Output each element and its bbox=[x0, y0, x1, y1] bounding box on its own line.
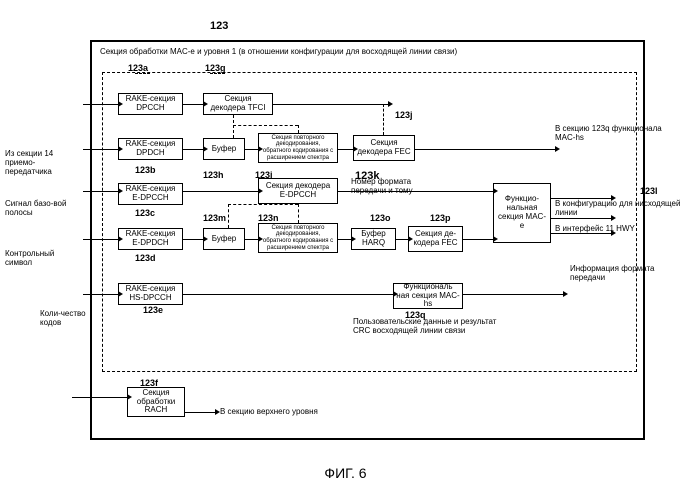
caption: ФИГ. 6 bbox=[0, 465, 691, 481]
arrow bbox=[185, 412, 215, 413]
box-dpcch: RAKE-секция DPCCH bbox=[118, 93, 183, 115]
arrow bbox=[396, 239, 408, 240]
box-mace: Функцио-нальная секция MAC-e bbox=[493, 183, 551, 243]
box-harq: Буфер HARQ bbox=[351, 228, 396, 250]
lbl-f: 123f bbox=[140, 378, 158, 388]
arrow bbox=[245, 239, 258, 240]
box-rach: Секция обработки RACH bbox=[127, 387, 185, 417]
arrow bbox=[183, 149, 203, 150]
dline bbox=[383, 104, 384, 135]
arrow-in bbox=[83, 294, 118, 295]
box-machs: Функциональ ная секция MAC-hs bbox=[393, 283, 463, 309]
box-buf1: Буфер bbox=[203, 138, 245, 160]
lbl-j: 123j bbox=[395, 110, 413, 120]
arrow bbox=[415, 149, 555, 150]
lbl-q: 123q bbox=[405, 310, 426, 320]
arrow bbox=[338, 149, 353, 150]
lbl-m: 123m bbox=[203, 213, 226, 223]
codes: Коли-чество кодов bbox=[40, 310, 90, 328]
arrow bbox=[183, 239, 203, 240]
dline bbox=[233, 115, 234, 138]
arrow bbox=[273, 104, 388, 105]
arrow bbox=[338, 239, 351, 240]
lbl-l: 123l bbox=[640, 186, 658, 196]
lbl-p: 123p bbox=[430, 213, 451, 223]
box-edpdch: RAKE-секция E-DPDCH bbox=[118, 228, 183, 250]
box-hsdpcch: RAKE-секция HS-DPCCH bbox=[118, 283, 183, 305]
lbl-123: 123 bbox=[210, 20, 228, 32]
lbl-b: 123b bbox=[135, 165, 156, 175]
box-fec1: Секция декодера FEC bbox=[353, 135, 415, 161]
arrow bbox=[183, 104, 203, 105]
leader bbox=[210, 73, 225, 74]
lbl-c: 123c bbox=[135, 208, 155, 218]
dline bbox=[228, 204, 298, 205]
hwy: В интерфейс 11 HWY bbox=[555, 225, 675, 234]
lbl-i: 123i bbox=[255, 170, 273, 180]
lbl-n: 123n bbox=[258, 213, 279, 223]
arrow-in bbox=[83, 239, 118, 240]
to123q: В секцию 123q функционала MAC-hs bbox=[555, 125, 675, 143]
leader bbox=[135, 73, 150, 74]
box-buf2: Буфер bbox=[203, 228, 245, 250]
arrow bbox=[463, 239, 493, 240]
dline bbox=[298, 204, 299, 223]
lbl-e: 123e bbox=[143, 305, 163, 315]
lbl-d: 123d bbox=[135, 253, 156, 263]
dline bbox=[298, 125, 299, 133]
arrow-in bbox=[72, 397, 127, 398]
arrow bbox=[183, 294, 393, 295]
box-desp2: Секция повторного декодирования, обратно… bbox=[258, 223, 338, 253]
lbl-k: 123k bbox=[355, 170, 379, 182]
pilot: Контрольный символ bbox=[5, 250, 80, 268]
arrow bbox=[551, 218, 611, 219]
arrow bbox=[338, 191, 493, 192]
box-edpcch: RAKE-секция E-DPCCH bbox=[118, 183, 183, 205]
arrow bbox=[245, 149, 258, 150]
box-dpdch: RAKE-секция DPDCH bbox=[118, 138, 183, 160]
arrow-in bbox=[83, 104, 118, 105]
box-desp1: Секция повторного декодирования, обратно… bbox=[258, 133, 338, 163]
box-edpcch-dec: Секция декодера E-DPCCH bbox=[258, 178, 338, 204]
box-fec2: Секция де-кодера FEC bbox=[408, 226, 463, 252]
lbl-a: 123a bbox=[128, 63, 148, 73]
arrow bbox=[183, 191, 258, 192]
lbl-h: 123h bbox=[203, 170, 224, 180]
lbl-o: 123o bbox=[370, 213, 391, 223]
dline bbox=[228, 204, 229, 228]
txinfo: Информация формата передачи bbox=[570, 265, 680, 283]
box-tfci: Секция декодера TFCI bbox=[203, 93, 273, 115]
arrow-in bbox=[83, 191, 118, 192]
dline bbox=[233, 125, 298, 126]
lbl-g: 123g bbox=[205, 63, 226, 73]
crc-label: Пользовательские данные и результат CRC … bbox=[353, 318, 513, 336]
downlink: В конфигурацию для нисходящей линии bbox=[555, 200, 685, 218]
title: Секция обработки MAC-e и уровня 1 (в отн… bbox=[100, 48, 630, 57]
arrow-in bbox=[83, 149, 118, 150]
from14: Из секции 14 приемо-передатчика bbox=[5, 150, 80, 176]
upper-label: В секцию верхнего уровня bbox=[220, 408, 318, 417]
baseband: Сигнал базо-вой полосы bbox=[5, 200, 80, 218]
outer-frame: Секция обработки MAC-e и уровня 1 (в отн… bbox=[90, 40, 645, 440]
arrow bbox=[463, 294, 563, 295]
